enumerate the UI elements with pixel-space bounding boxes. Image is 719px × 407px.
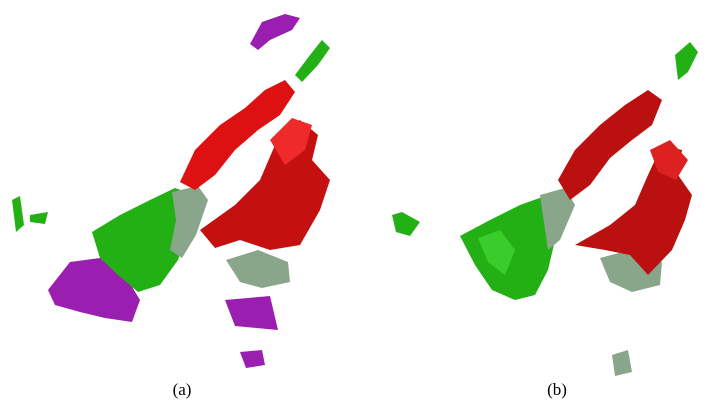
caption: (b) bbox=[547, 380, 567, 399]
page: {"panels": [{"caption": "(a)"}, {"captio… bbox=[0, 0, 719, 407]
caption: (a) bbox=[173, 380, 192, 399]
figure: (a) (b) bbox=[0, 0, 719, 407]
panel-a-image bbox=[12, 14, 420, 368]
panel-b-image bbox=[460, 42, 698, 376]
